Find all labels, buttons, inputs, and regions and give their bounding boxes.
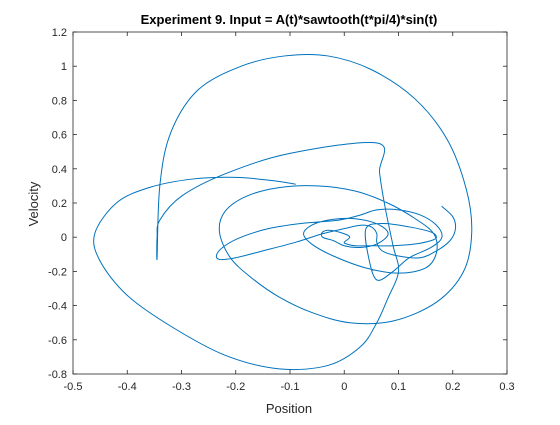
x-tick-label: -0.3 — [172, 381, 191, 393]
y-tick-label: 0.6 — [52, 130, 67, 142]
chart-title: Experiment 9. Input = A(t)*sawtooth(t*pi… — [141, 12, 438, 27]
y-tick-label: 0 — [61, 232, 67, 244]
y-tick-label: -0.8 — [48, 369, 67, 381]
series-lines — [93, 53, 473, 371]
y-tick-label: -0.2 — [48, 266, 67, 278]
y-tick-label: 1.2 — [52, 27, 67, 39]
y-tick-label: 1 — [61, 61, 67, 73]
y-axis-label: Velocity — [26, 181, 41, 226]
x-tick-label: 0.2 — [445, 381, 460, 393]
x-tick-label: -0.1 — [281, 381, 300, 393]
x-tick-label: -0.4 — [118, 381, 137, 393]
x-tick-label: -0.5 — [64, 381, 83, 393]
x-axis-label: Position — [266, 401, 312, 416]
y-tick-label: 0.2 — [52, 198, 67, 210]
y-tick-label: 0.4 — [52, 164, 67, 176]
x-tick-label: 0 — [341, 381, 347, 393]
y-tick-label: 0.8 — [52, 95, 67, 107]
axis-tick-labels: -0.5 -0.4 -0.3 -0.2 -0.1 0 0.1 0.2 0.3 -0.8 -0.6 -0… — [48, 27, 515, 393]
x-tick-label: 0.1 — [391, 381, 406, 393]
y-tick-label: -0.4 — [48, 301, 67, 313]
x-tick-label: -0.2 — [226, 381, 245, 393]
x-tick-label: 0.3 — [499, 381, 514, 393]
y-tick-label: -0.6 — [48, 335, 67, 347]
phase-trajectory-line — [93, 53, 473, 371]
axes-box — [72, 31, 508, 375]
